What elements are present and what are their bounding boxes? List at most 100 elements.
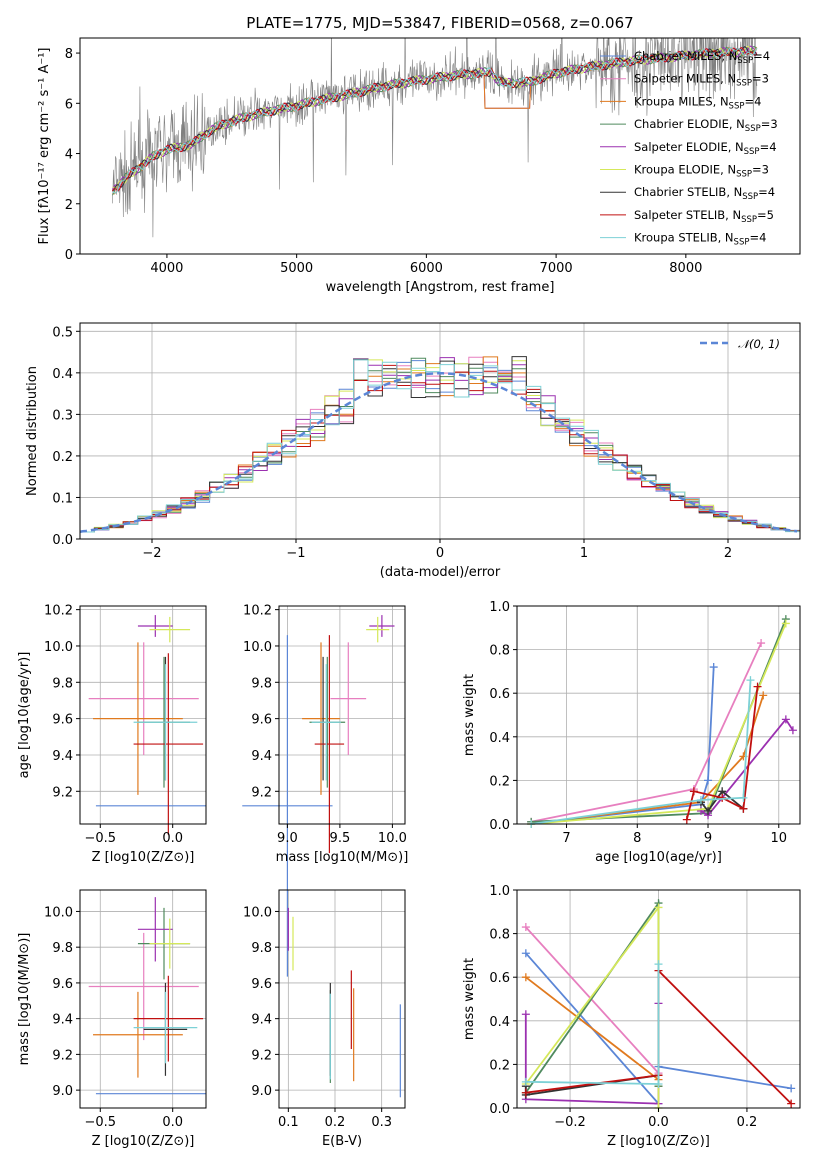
mass-weight-vs-age-ytick-label: 0.0 xyxy=(489,818,510,833)
mass-weight-vs-Z-marker-kroupa-stelib xyxy=(654,960,663,969)
age-vs-mass-errorbar-salpeter-stelib xyxy=(314,635,345,854)
mass-weight-vs-Z-ytick-label: 0.6 xyxy=(489,971,510,986)
spectrum-xtick-label: 5000 xyxy=(280,261,313,276)
mass-vs-ebv-ytick-label: 10.0 xyxy=(243,905,272,920)
mass-weight-vs-Z-ytick-label: 1.0 xyxy=(489,884,510,899)
spectrum-legend-label-chabrier-miles: Chabrier MILES, NSSP=4 xyxy=(634,49,770,66)
mass-weight-vs-age-ytick-label: 0.4 xyxy=(489,731,510,746)
spectrum-ytick-label: 8 xyxy=(65,47,73,62)
age-vs-mass-errorbar-kroupa-elodie xyxy=(366,616,390,643)
figure-title: PLATE=1775, MJD=53847, FIBERID=0568, z=0… xyxy=(246,14,633,32)
mass-vs-Z-errorbar-salpeter-stelib xyxy=(133,975,204,1062)
mass-vs-ebv-frame xyxy=(278,889,406,1109)
mass-weight-vs-Z-marker-kroupa-stelib xyxy=(654,1080,663,1089)
age-vs-mass-frame xyxy=(278,605,406,825)
age-vs-Z-errorbar-salpeter-miles xyxy=(88,642,199,755)
age-vs-mass-xtick-label: 9.5 xyxy=(330,831,351,846)
mass-weight-vs-age-marker-salpeter-elodie xyxy=(696,806,705,815)
mass-weight-vs-Z-ytick-label: 0.4 xyxy=(489,1015,510,1030)
age-vs-mass-errorbar-salpeter-elodie xyxy=(369,615,395,637)
mass-vs-Z-ytick-label: 9.4 xyxy=(52,1013,73,1028)
mass-weight-vs-age-ytick-label: 0.2 xyxy=(489,774,510,789)
mass-vs-ebv-ytick-label: 9.6 xyxy=(251,977,272,992)
age-vs-Z-ytick-label: 10.0 xyxy=(44,640,73,655)
spectrum-legend-label-salpeter-stelib: Salpeter STELIB, NSSP=5 xyxy=(634,208,774,225)
mass-weight-vs-age-marker-chabrier-stelib xyxy=(704,806,713,815)
mass-weight-vs-Z-xlabel: Z [log10(Z/Z⊙)] xyxy=(607,1134,710,1149)
mass-weight-vs-Z-ytick-label: 0.8 xyxy=(489,928,510,943)
age-vs-Z-ylabel: age [log10(age/yr)] xyxy=(17,652,32,779)
mass-weight-vs-age-xlabel: age [log10(age/yr)] xyxy=(595,850,722,865)
spectrum-plot-area xyxy=(111,38,758,238)
mass-weight-vs-Z-marker-kroupa-elodie xyxy=(654,903,663,912)
mass-weight-vs-age-ytick-label: 0.8 xyxy=(489,644,510,659)
spectrum-xtick-label: 6000 xyxy=(410,261,443,276)
spectrum-model-kroupa-stelib xyxy=(112,47,758,194)
age-vs-Z-xtick-label: 0.0 xyxy=(162,831,183,846)
residual-hist-xtick-label: −2 xyxy=(142,546,161,561)
mass-weight-vs-Z-marker-kroupa-miles xyxy=(521,973,530,982)
mass-weight-vs-age-marker-salpeter-stelib xyxy=(753,682,762,691)
mass-weight-vs-age-frame xyxy=(516,605,801,825)
mass-vs-Z-xtick-label: 0.0 xyxy=(162,1115,183,1130)
mass-weight-vs-age-line-kroupa-stelib xyxy=(530,680,752,825)
age-vs-Z-errorbar-salpeter-elodie xyxy=(137,615,173,637)
age-vs-Z-ytick-label: 9.8 xyxy=(52,676,73,691)
spectrum-frame xyxy=(79,37,801,255)
mass-weight-vs-age-marker-chabrier-miles xyxy=(709,663,718,672)
age-vs-Z-ytick-label: 9.4 xyxy=(52,749,73,764)
mass-weight-vs-age-marker-salpeter-elodie xyxy=(788,726,797,735)
age-vs-Z-ytick-label: 9.6 xyxy=(52,713,73,728)
mass-weight-vs-age-xtick-label: 10 xyxy=(771,831,788,846)
mass-weight-vs-age-marker-salpeter-stelib xyxy=(718,793,727,802)
age-vs-mass-xtick-label: 10.0 xyxy=(378,831,407,846)
spectrum-legend-label-salpeter-elodie: Salpeter ELODIE, NSSP=4 xyxy=(634,140,777,157)
age-vs-mass-xlabel: mass [log10(M/M⊙)] xyxy=(276,850,409,865)
age-vs-Z-ytick-label: 10.2 xyxy=(44,604,73,619)
spectrum-ytick-label: 2 xyxy=(65,198,73,213)
residual-hist-kroupa-stelib xyxy=(80,359,800,533)
mass-weight-vs-Z-line-salpeter-elodie xyxy=(524,1003,660,1105)
residual-hist-ytick-label: 0.5 xyxy=(52,325,73,340)
residual-hist-normal-curve xyxy=(79,372,798,533)
residual-hist-xtick-label: 1 xyxy=(580,546,588,561)
mass-weight-vs-age-marker-kroupa-stelib xyxy=(746,676,755,685)
mass-weight-vs-age-xtick-label: 7 xyxy=(562,831,570,846)
spectrum-ytick-label: 6 xyxy=(65,97,73,112)
mass-weight-vs-age-marker-chabrier-miles xyxy=(704,776,713,785)
age-vs-mass-ytick-label: 10.0 xyxy=(243,640,272,655)
mass-weight-vs-age-xtick-label: 8 xyxy=(633,831,641,846)
mass-vs-Z-ylabel: mass [log10(M/M⊙)] xyxy=(17,933,32,1066)
residual-hist-xtick-label: 2 xyxy=(724,546,732,561)
spectrum-legend-label-chabrier-stelib: Chabrier STELIB, NSSP=4 xyxy=(634,185,775,202)
mass-weight-vs-Z-marker-salpeter-stelib xyxy=(521,1088,530,1097)
spectrum-legend-label-kroupa-stelib: Kroupa STELIB, NSSP=4 xyxy=(634,231,766,248)
residual-hist-xlabel: (data-model)/error xyxy=(380,565,501,580)
residual-hist-ytick-label: 0.0 xyxy=(52,533,73,548)
mass-weight-vs-Z-marker-salpeter-stelib xyxy=(787,1099,796,1108)
mass-weight-vs-age-line-salpeter-elodie xyxy=(700,717,794,817)
mass-vs-Z-ytick-label: 10.0 xyxy=(44,905,73,920)
mass-weight-vs-Z-xtick-label: 0.0 xyxy=(648,1115,669,1130)
age-vs-mass-ytick-label: 9.4 xyxy=(251,749,272,764)
residual-hist-xtick-label: −1 xyxy=(286,546,305,561)
spectrum-legend-label-kroupa-elodie: Kroupa ELODIE, NSSP=3 xyxy=(634,163,769,180)
mass-weight-vs-Z-marker-salpeter-elodie xyxy=(521,1010,530,1019)
residual-hist-ytick-label: 0.3 xyxy=(52,408,73,423)
mass-vs-Z-ytick-label: 9.2 xyxy=(52,1048,73,1063)
mass-weight-vs-age-marker-salpeter-stelib xyxy=(689,787,698,796)
mass-weight-vs-Z-line-kroupa-miles xyxy=(525,976,660,1087)
age-vs-Z-errorbar-kroupa-stelib xyxy=(133,664,198,781)
residual-hist-ytick-label: 0.2 xyxy=(52,450,73,465)
mass-vs-Z-ytick-label: 9.6 xyxy=(52,977,73,992)
mass-vs-ebv-ytick-label: 9.4 xyxy=(251,1013,272,1028)
mass-weight-vs-age-ylabel: mass weight xyxy=(462,674,477,756)
mass-weight-vs-Z-marker-chabrier-miles xyxy=(787,1084,796,1093)
mass-vs-Z-ytick-label: 9.8 xyxy=(52,941,73,956)
age-vs-Z-ytick-label: 9.2 xyxy=(52,785,73,800)
age-vs-mass-ytick-label: 10.2 xyxy=(243,604,272,619)
spectrum-xtick-label: 4000 xyxy=(150,261,183,276)
spectrum-xtick-label: 8000 xyxy=(669,261,702,276)
age-vs-Z-xlabel: Z [log10(Z/Z⊙)] xyxy=(92,850,195,865)
